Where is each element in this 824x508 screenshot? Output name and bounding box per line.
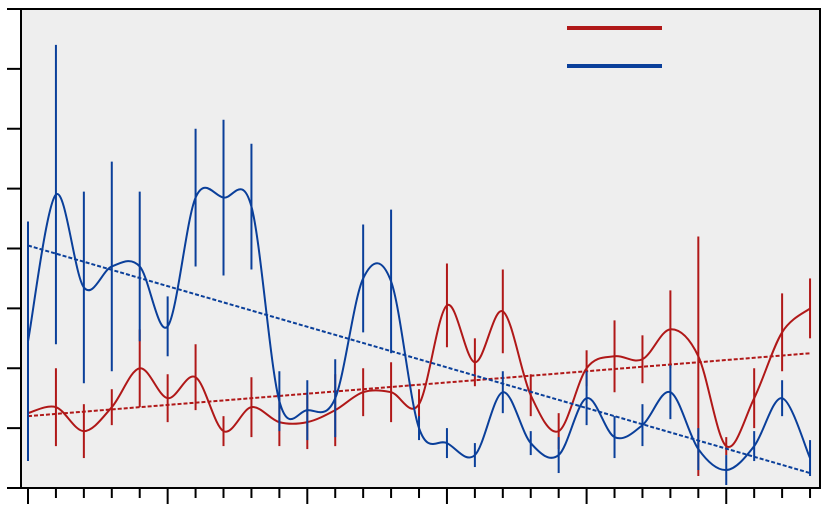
series-2: [27, 44, 812, 486]
series-layer: [27, 44, 812, 486]
plot-area: [20, 8, 821, 489]
axes: [7, 8, 812, 504]
series-line: [27, 304, 811, 448]
series-line: [27, 186, 811, 472]
trend-line: [27, 244, 811, 474]
legend: [567, 26, 662, 68]
trend-line: [27, 352, 811, 418]
